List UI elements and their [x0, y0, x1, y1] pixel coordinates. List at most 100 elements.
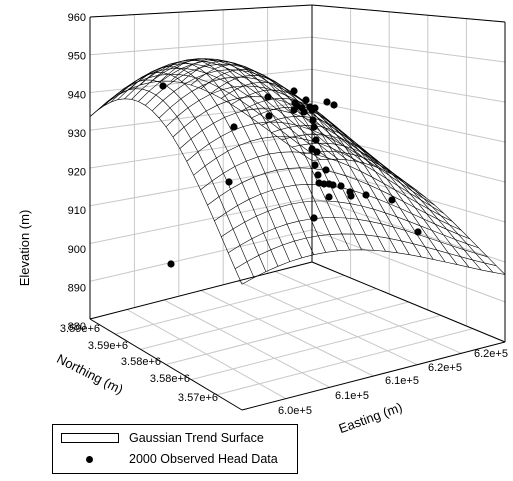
surface-meshline — [158, 76, 400, 179]
frame-lines — [89, 4, 506, 411]
surface-meshline — [301, 151, 494, 273]
right-wall-gridline — [311, 197, 506, 263]
surface-meshline — [186, 121, 435, 206]
surface-meshline — [221, 200, 479, 249]
frame-grid — [89, 4, 506, 400]
observed-point — [309, 116, 317, 124]
right-wall-gridline — [311, 68, 506, 103]
observed-point — [362, 191, 370, 199]
left-wall-gridline — [89, 229, 313, 282]
observed-point — [159, 82, 167, 90]
surface-meshline — [96, 73, 321, 160]
x-axis-title: Easting (m) — [337, 399, 405, 436]
z-tick-label: 930 — [68, 128, 86, 140]
observed-point — [347, 192, 355, 200]
surface-meshline — [200, 151, 453, 222]
observed-point — [314, 171, 322, 179]
right-wall-gridline — [311, 229, 506, 303]
observed-point — [313, 148, 321, 156]
frame-edge — [241, 341, 506, 411]
surface-meshline — [241, 249, 506, 285]
surface-meshline — [207, 167, 462, 231]
observed-point — [302, 96, 310, 104]
floor-gridline — [237, 280, 418, 366]
legend: Gaussian Trend Surface 2000 Observed Hea… — [52, 424, 298, 474]
x-tick-label: 6.2e+5 — [474, 348, 508, 360]
frame-edge — [311, 261, 506, 343]
left-wall-gridline — [89, 68, 313, 93]
frame-edge — [311, 4, 506, 23]
observed-point — [329, 181, 337, 189]
observed-point — [311, 104, 319, 112]
x-tick-label: 6.2e+5 — [428, 362, 462, 374]
z-tick-label: 960 — [68, 12, 86, 24]
observed-point — [311, 161, 319, 169]
legend-item-points: 2000 Observed Head Data — [53, 451, 297, 469]
left-wall-gridline — [89, 133, 313, 169]
observed-point — [230, 123, 238, 131]
frame-edge — [89, 261, 313, 320]
y-tick-label: 3.58e+6 — [150, 373, 190, 385]
surface-meshline — [120, 72, 279, 267]
surface-swatch-icon — [61, 433, 119, 443]
y-tick-label: 3.57e+6 — [178, 392, 218, 404]
observed-point — [312, 136, 320, 144]
y-tick-labels: 3.57e+6 3.58e+6 3.58e+6 3.59e+6 3.59e+6 — [60, 323, 218, 404]
surface-meshline — [271, 125, 458, 265]
observed-point — [414, 228, 422, 236]
y-tick-label: 3.59e+6 — [60, 323, 100, 335]
surface-meshline — [311, 158, 506, 275]
observed-point — [310, 214, 318, 222]
observed-points — [159, 82, 422, 268]
right-wall-gridline — [311, 36, 506, 63]
surface-meshline — [234, 233, 497, 269]
surface-meshline — [109, 79, 267, 272]
observed-point — [323, 98, 331, 106]
observed-point — [320, 180, 328, 188]
observed-point — [310, 123, 318, 131]
legend-label-points: 2000 Observed Head Data — [129, 452, 278, 466]
right-wall-gridline — [311, 165, 506, 223]
frame-edge — [89, 4, 313, 18]
floor-gridline — [191, 314, 441, 381]
point-marker-icon — [86, 456, 93, 463]
y-tick-label: 3.59e+6 — [88, 340, 128, 352]
observed-point — [300, 108, 308, 116]
z-tick-label: 910 — [68, 205, 86, 217]
observed-point — [290, 87, 298, 95]
surface-meshline — [228, 217, 488, 258]
left-wall-gridline — [89, 36, 313, 56]
observed-point — [325, 193, 333, 201]
floor-gridline — [274, 271, 462, 354]
x-tick-labels: 6.0e+5 6.1e+5 6.1e+5 6.2e+5 6.2e+5 — [278, 348, 508, 417]
legend-label-surface: Gaussian Trend Surface — [129, 431, 264, 445]
z-tick-label: 950 — [68, 51, 86, 63]
surface-meshline — [151, 69, 392, 174]
y-axis-title: Northing (m) — [54, 351, 125, 397]
z-axis-title: Elevation (m) — [17, 210, 32, 287]
observed-point — [167, 260, 175, 268]
trend-surface — [89, 58, 506, 285]
z-tick-labels: 880 890 900 910 920 930 940 950 960 — [68, 12, 86, 333]
surface-meshline — [179, 108, 427, 198]
z-tick-label: 900 — [68, 244, 86, 256]
z-tick-label: 920 — [68, 167, 86, 179]
observed-point — [264, 93, 272, 101]
right-wall-gridline — [311, 100, 506, 143]
observed-point — [388, 196, 396, 204]
z-tick-label: 940 — [68, 89, 86, 101]
x-tick-label: 6.1e+5 — [385, 375, 419, 387]
surface-meshline — [150, 59, 314, 255]
left-wall-gridline — [89, 165, 313, 207]
z-tick-label: 890 — [68, 282, 86, 294]
observed-point — [337, 182, 345, 190]
x-tick-label: 6.1e+5 — [335, 390, 369, 402]
frame-edge — [89, 318, 243, 411]
surface-meshline — [261, 115, 446, 263]
observed-point — [330, 101, 338, 109]
left-wall-gridline — [89, 100, 313, 131]
observed-point — [265, 112, 273, 120]
z-tick-label: 880 — [68, 321, 86, 333]
y-tick-label: 3.58e+6 — [121, 356, 161, 368]
